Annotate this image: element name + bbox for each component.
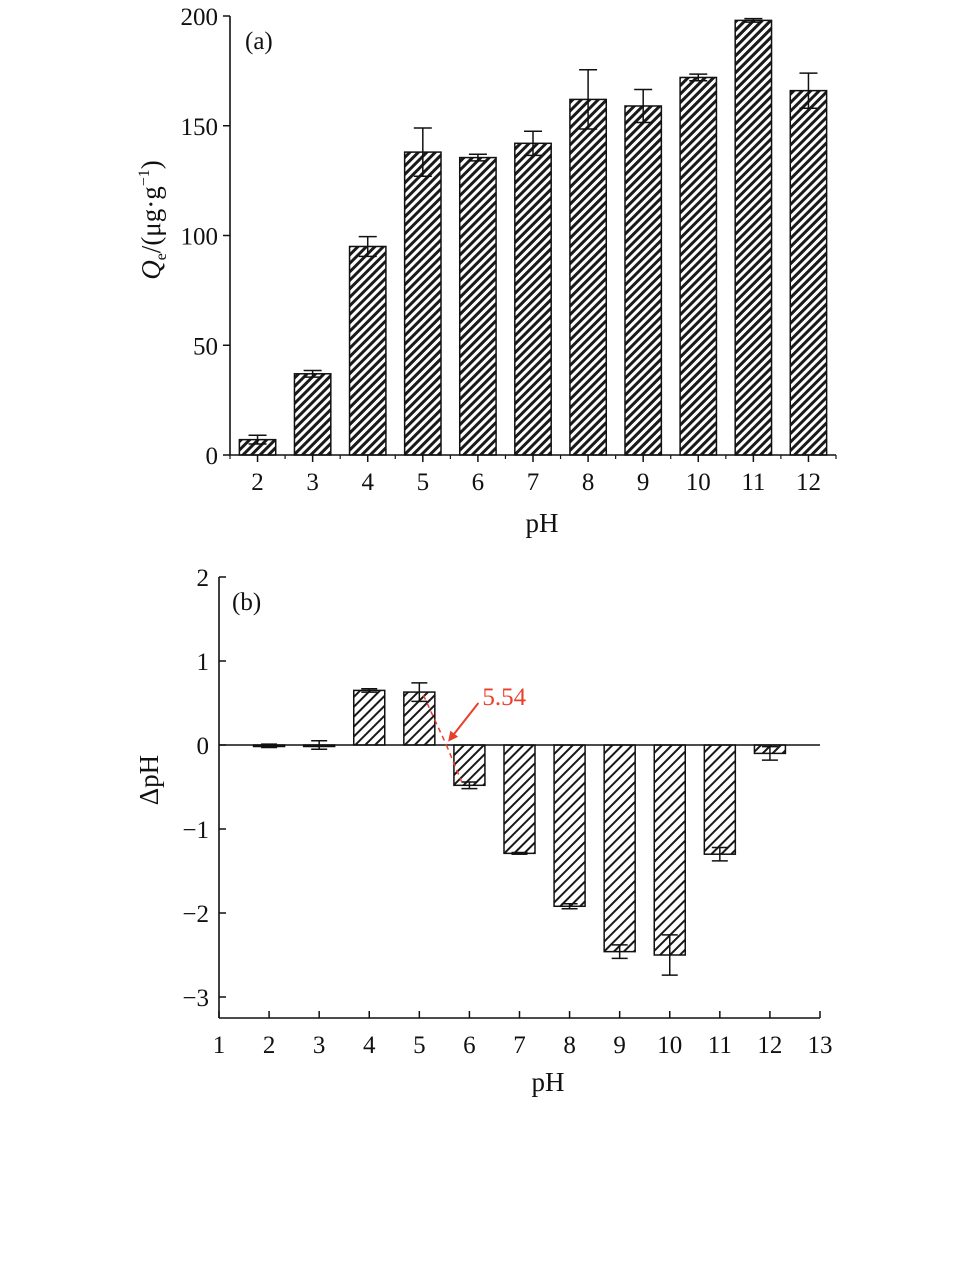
bar-a-7 (514, 142, 552, 456)
error-bar-b-7 (511, 851, 528, 855)
panel-b-bars (252, 689, 787, 956)
error-bar-b-11 (711, 846, 728, 862)
x-tick-label-b-1: 1 (213, 1032, 226, 1059)
panel-a-y-label-subscript: e (153, 253, 170, 260)
bar-b-7 (503, 744, 536, 855)
error-bar-b-6 (461, 781, 478, 790)
y-tick-label-a-200: 200 (181, 4, 219, 31)
panel-b-error-bars (261, 682, 778, 976)
bar-a-6 (458, 156, 497, 456)
error-bar-b-4 (361, 687, 378, 693)
error-bar-a-4 (358, 235, 377, 258)
x-tick-label-b-4: 4 (363, 1032, 376, 1059)
panel-a-error-bars (248, 17, 818, 445)
bar-a-10 (679, 76, 718, 456)
y-tick-label-b-−1: −1 (182, 817, 209, 844)
x-tick-label-b-10: 10 (657, 1032, 682, 1059)
x-tick-label-b-7: 7 (513, 1032, 526, 1059)
bar-a-9 (624, 105, 663, 456)
y-tick-label-b-1: 1 (197, 649, 210, 676)
panel-b-label: (b) (232, 589, 261, 616)
bar-a-8 (569, 98, 608, 456)
y-tick-label-b-−3: −3 (182, 985, 209, 1012)
bar-a-11 (734, 19, 773, 456)
panel-a-y-label-unit: /(μg·g (136, 186, 166, 253)
x-tick-label-a-2: 2 (251, 469, 264, 496)
x-tick-label-b-3: 3 (313, 1032, 326, 1059)
error-bar-b-5 (411, 682, 428, 703)
error-bar-a-3 (303, 369, 322, 378)
error-bar-a-7 (524, 130, 542, 157)
error-bar-b-8 (561, 903, 578, 910)
x-tick-label-a-4: 4 (361, 469, 374, 496)
panel-a-label: (a) (245, 28, 273, 55)
error-bar-a-9 (634, 88, 653, 124)
x-tick-label-a-9: 9 (637, 469, 650, 496)
bar-b-9 (603, 744, 636, 953)
bar-a-5 (403, 151, 442, 456)
annotation-dashed-line (422, 694, 448, 746)
x-tick-label-a-8: 8 (582, 469, 595, 496)
panel-a: 2 3 4 5 6 7 8 9 10 11 12 0 50 100 150 200 (a) pH Qe/(μg… (136, 4, 837, 538)
panel-a-ticks: 2 3 4 5 6 7 8 9 10 11 12 0 50 100 150 200 (181, 4, 837, 496)
y-tick-label-a-50: 50 (193, 333, 218, 360)
bar-b-8 (553, 744, 586, 908)
x-tick-label-b-11: 11 (708, 1032, 732, 1059)
panel-a-y-axis-label: Qe/(μg·g−1) (136, 160, 170, 280)
y-tick-label-b-−2: −2 (182, 901, 209, 928)
bar-b-6 (453, 744, 486, 787)
x-tick-label-b-8: 8 (563, 1032, 576, 1059)
bar-a-3 (293, 373, 332, 456)
bar-b-10 (653, 744, 686, 956)
x-tick-label-a-12: 12 (796, 469, 821, 496)
x-tick-label-b-2: 2 (263, 1032, 276, 1059)
x-tick-label-b-12: 12 (757, 1032, 782, 1059)
y-tick-label-a-100: 100 (181, 224, 219, 251)
y-tick-label-a-0: 0 (206, 443, 219, 470)
error-bar-a-12 (799, 72, 818, 109)
bar-a-4 (348, 245, 387, 456)
error-bar-a-11 (744, 17, 763, 23)
error-bar-a-6 (468, 153, 487, 162)
panel-a-y-label-close: ) (136, 160, 166, 169)
x-tick-label-a-3: 3 (306, 469, 319, 496)
bar-b-11 (703, 744, 737, 855)
bar-b-4 (353, 689, 386, 746)
error-bar-a-5 (413, 127, 432, 177)
x-tick-label-b-9: 9 (613, 1032, 626, 1059)
error-bar-a-8 (579, 69, 598, 130)
error-bar-a-10 (689, 73, 708, 82)
bar-a-12 (789, 89, 828, 456)
panel-a-y-label-exponent: −1 (136, 169, 153, 186)
x-tick-label-b-13: 13 (808, 1032, 833, 1059)
y-tick-label-a-150: 150 (181, 114, 219, 141)
x-tick-label-a-6: 6 (472, 469, 485, 496)
x-tick-label-a-11: 11 (741, 469, 765, 496)
x-tick-label-a-5: 5 (417, 469, 430, 496)
error-bar-b-9 (611, 944, 628, 960)
error-bar-b-10 (661, 934, 678, 976)
panel-a-x-axis-label: pH (526, 508, 559, 538)
panel-b-y-axis-label: ΔpH (134, 755, 164, 805)
panel-b-x-axis-label: pH (532, 1067, 565, 1097)
x-tick-label-a-10: 10 (686, 469, 711, 496)
x-tick-label-b-6: 6 (463, 1032, 476, 1059)
x-tick-label-b-5: 5 (413, 1032, 426, 1059)
error-bar-a-2 (248, 434, 267, 445)
annotation-label: 5.54 (482, 684, 526, 711)
annotation-dashed-line (445, 744, 463, 782)
annotation-arrow (448, 702, 480, 742)
error-bar-b-12 (761, 745, 778, 761)
panel-b-annotation: 5.54 (422, 684, 527, 782)
panel-a-y-label-symbol: Q (136, 260, 166, 280)
x-tick-label-a-7: 7 (527, 469, 540, 496)
panel-a-bars (238, 19, 828, 456)
y-tick-label-b-0: 0 (197, 733, 210, 760)
y-tick-label-b-2: 2 (197, 565, 210, 592)
